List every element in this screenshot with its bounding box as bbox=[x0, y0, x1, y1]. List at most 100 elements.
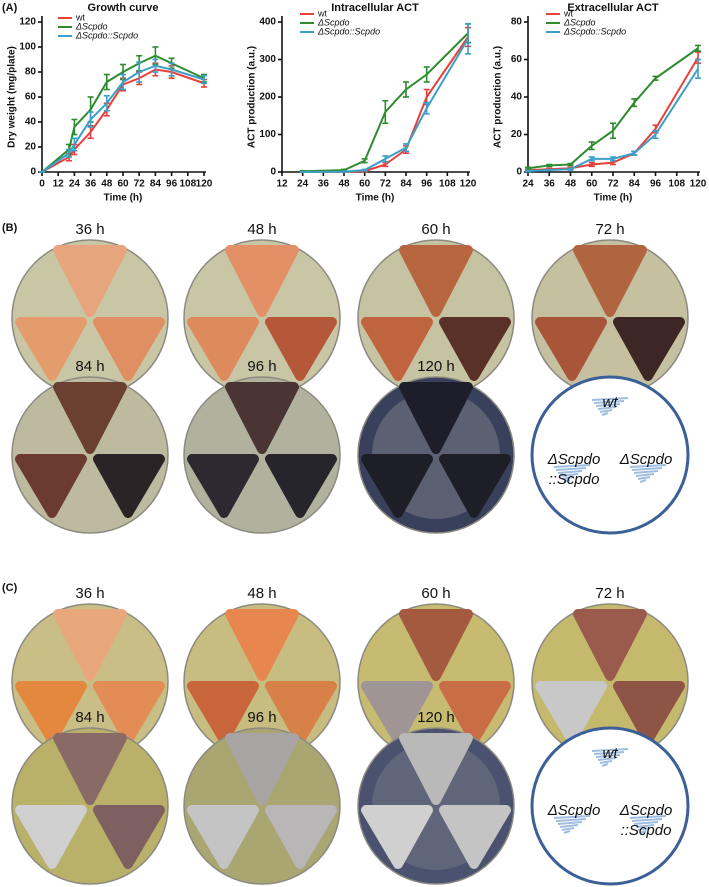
series-line bbox=[527, 57, 699, 172]
colony bbox=[439, 805, 511, 869]
plate-label: 72 h bbox=[595, 585, 624, 602]
streak bbox=[553, 464, 591, 468]
x-tick-label: 24 bbox=[297, 179, 309, 190]
colony bbox=[225, 382, 299, 454]
x-tick-label: 48 bbox=[338, 179, 350, 190]
error-bar bbox=[152, 58, 159, 73]
error-bar bbox=[66, 148, 72, 158]
y-tick-label: 40 bbox=[25, 117, 37, 128]
scheme-label: ΔScpdo bbox=[619, 451, 673, 468]
y-tick-label: 0 bbox=[30, 167, 36, 178]
legend-label: ΔScpdo::Scpdo bbox=[563, 26, 626, 36]
x-tick-label: 36 bbox=[85, 179, 97, 190]
error-bar bbox=[423, 66, 430, 83]
scheme-plate bbox=[530, 375, 690, 535]
streak bbox=[595, 754, 621, 758]
error-bar bbox=[201, 74, 207, 85]
y-tick-label: 300 bbox=[259, 54, 276, 65]
streak bbox=[555, 818, 587, 822]
scheme-label: ::Scpdo bbox=[549, 471, 600, 488]
legend-label: ΔScpdo::Scpdo bbox=[317, 26, 380, 36]
x-tick-label: 36 bbox=[318, 179, 330, 190]
colony bbox=[361, 681, 433, 745]
streak bbox=[631, 467, 663, 471]
x-tick-label: 24 bbox=[69, 179, 81, 190]
colony bbox=[439, 317, 511, 381]
colony bbox=[613, 681, 685, 745]
error-bar bbox=[610, 156, 616, 162]
error-bar bbox=[403, 81, 409, 98]
colony bbox=[53, 382, 127, 454]
streak bbox=[557, 470, 583, 474]
y-axis-label: ACT production (a.u.) bbox=[247, 46, 258, 148]
colony bbox=[265, 805, 337, 869]
x-tick-label: 84 bbox=[400, 179, 412, 190]
x-tick-label: 60 bbox=[117, 179, 129, 190]
error-bar bbox=[546, 168, 553, 172]
x-tick-label: 84 bbox=[150, 179, 162, 190]
streak bbox=[599, 409, 613, 413]
streak bbox=[591, 397, 629, 401]
chart-title: Extracellular ACT bbox=[567, 2, 659, 14]
streak bbox=[555, 467, 587, 471]
streak bbox=[593, 751, 625, 755]
plate-label: 60 h bbox=[421, 585, 450, 602]
error-bar bbox=[525, 166, 531, 170]
legend-label: wt bbox=[317, 8, 327, 18]
colony bbox=[265, 317, 337, 381]
error-bar bbox=[652, 129, 659, 140]
colony bbox=[93, 454, 165, 518]
streak bbox=[633, 821, 659, 825]
error-bar bbox=[695, 44, 701, 52]
colony bbox=[53, 733, 127, 805]
error-bar bbox=[588, 141, 595, 151]
colony bbox=[187, 681, 259, 745]
error-bar bbox=[341, 170, 347, 173]
x-tick-label: 108 bbox=[179, 179, 196, 190]
x-tick-label: 120 bbox=[690, 179, 707, 190]
colony bbox=[15, 317, 87, 381]
plate-label: 60 h bbox=[421, 221, 450, 238]
x-tick-label: 72 bbox=[380, 179, 392, 190]
error-bar bbox=[652, 75, 659, 81]
series-line bbox=[527, 47, 699, 170]
streak bbox=[639, 830, 647, 834]
error-bar bbox=[382, 155, 389, 163]
error-bar bbox=[120, 73, 126, 91]
colony bbox=[399, 245, 473, 317]
colony bbox=[225, 733, 299, 805]
colony bbox=[265, 454, 337, 518]
streak bbox=[601, 763, 609, 767]
y-tick-label: 60 bbox=[25, 92, 37, 103]
streak bbox=[633, 470, 659, 474]
error-bar bbox=[403, 143, 409, 153]
streak bbox=[637, 476, 651, 480]
colony bbox=[93, 681, 165, 745]
colony bbox=[439, 681, 511, 745]
colony bbox=[53, 609, 127, 681]
y-tick-label: 20 bbox=[25, 142, 37, 153]
error-bar bbox=[631, 98, 638, 108]
colony bbox=[535, 681, 607, 745]
error-bar bbox=[361, 168, 368, 172]
error-bar bbox=[168, 62, 175, 77]
y-axis-label: ACT production (a.u.) bbox=[493, 46, 504, 148]
colony bbox=[187, 317, 259, 381]
streak bbox=[599, 760, 613, 764]
error-bar bbox=[525, 169, 531, 173]
streak bbox=[561, 476, 575, 480]
legend-label: ΔScpdo::Scpdo bbox=[75, 30, 138, 40]
streak bbox=[559, 473, 579, 477]
error-bar bbox=[567, 167, 574, 171]
error-bar bbox=[71, 118, 78, 136]
error-bar bbox=[588, 161, 595, 168]
panel-label: (A) bbox=[2, 2, 18, 14]
error-bar bbox=[631, 150, 638, 156]
error-bar bbox=[71, 137, 78, 152]
streak bbox=[591, 748, 629, 752]
plate-label: 72 h bbox=[595, 221, 624, 238]
y-tick-label: 100 bbox=[259, 129, 276, 140]
scheme-label: wt bbox=[603, 745, 619, 762]
error-bar bbox=[136, 61, 143, 83]
legend-label: ΔScpdo bbox=[317, 17, 350, 27]
